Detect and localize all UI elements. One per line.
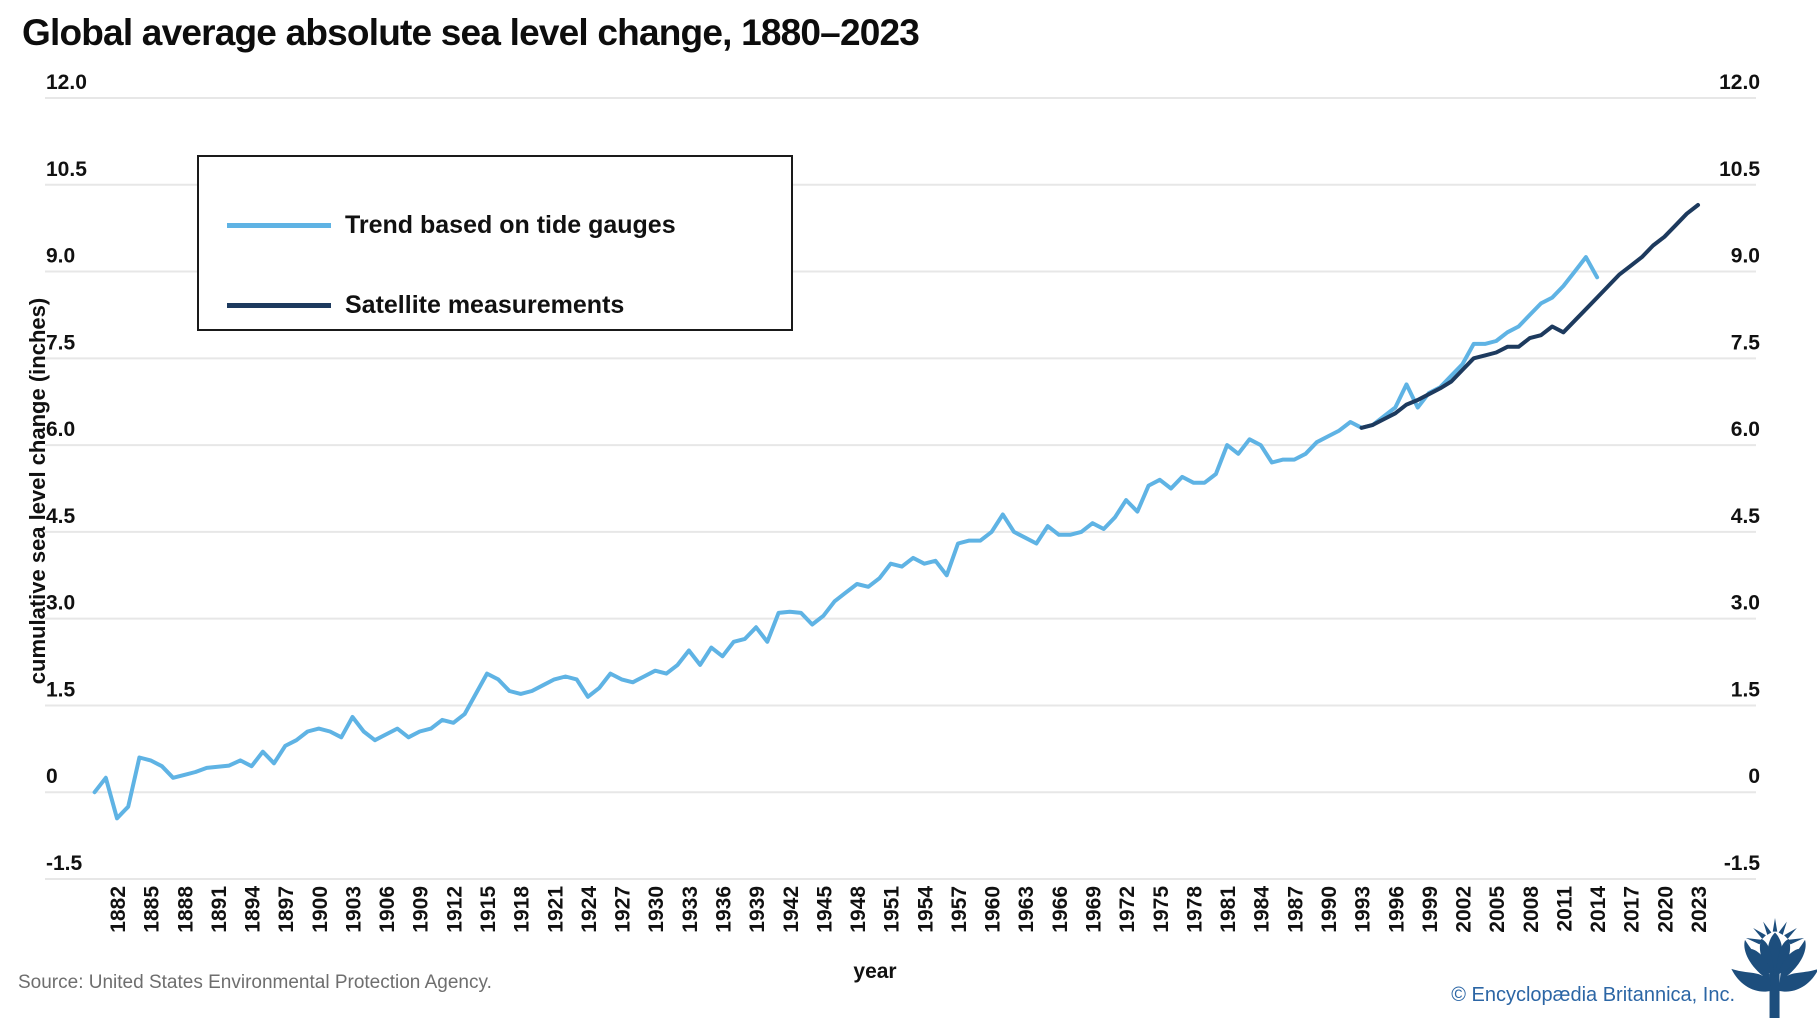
y-tick-label-right: 6.0 — [1731, 418, 1760, 441]
y-tick-label-left: -1.5 — [46, 852, 83, 875]
y-tick-label-left: 6.0 — [46, 418, 75, 441]
legend-item-tide-gauges: Trend based on tide gauges — [227, 210, 676, 239]
chart-title: Global average absolute sea level change… — [22, 12, 920, 53]
x-tick-label: 1891 — [208, 886, 231, 933]
x-tick-label: 1933 — [679, 886, 702, 933]
x-tick-label: 2020 — [1654, 886, 1677, 933]
x-tick-label: 1984 — [1251, 886, 1274, 933]
y-tick-label-right: 3.0 — [1731, 592, 1760, 615]
x-tick-label: 1924 — [578, 886, 601, 933]
x-tick-label: 1987 — [1284, 886, 1307, 933]
x-tick-label: 2008 — [1520, 886, 1543, 933]
satellite-series-line — [1359, 203, 1700, 430]
y-tick-label-right: 0 — [1748, 765, 1760, 788]
y-tick-label-right: 10.5 — [1719, 158, 1760, 181]
x-tick-label: 1951 — [881, 886, 904, 933]
x-tick-label: 1897 — [275, 886, 298, 933]
x-tick-label: 2005 — [1486, 886, 1509, 933]
x-tick-label: 1927 — [612, 886, 635, 933]
x-tick-label: 1894 — [242, 886, 265, 933]
x-tick-label: 1999 — [1419, 886, 1442, 933]
x-tick-label: 1936 — [712, 886, 735, 933]
y-tick-label-left: 10.5 — [46, 158, 87, 181]
source-text: Source: United States Environmental Prot… — [18, 972, 492, 993]
x-tick-label: 1969 — [1083, 886, 1106, 933]
x-tick-label: 2011 — [1553, 886, 1576, 932]
legend-label-satellite: Satellite measurements — [345, 290, 625, 319]
x-tick-label: 1909 — [410, 886, 433, 933]
y-tick-label-right: 4.5 — [1731, 505, 1761, 528]
x-tick-label: 1906 — [376, 886, 399, 933]
x-tick-label: 1900 — [309, 886, 332, 933]
x-tick-label: 1981 — [1217, 886, 1240, 933]
y-tick-label-right: 9.0 — [1731, 245, 1760, 268]
x-tick-label: 1945 — [813, 886, 836, 933]
x-tick-label: 2017 — [1621, 886, 1644, 933]
x-tick-label: 1966 — [1049, 886, 1072, 933]
satellite-line-swatch — [227, 302, 331, 308]
x-tick-label: 1996 — [1385, 886, 1408, 933]
britannica-logo — [1727, 918, 1817, 1018]
x-tick-label: 1939 — [746, 886, 769, 933]
x-axis-title: year — [853, 960, 897, 983]
y-axis-title: cumulative sea level change (inches) — [25, 297, 50, 685]
y-tick-label-right: -1.5 — [1724, 852, 1761, 875]
x-tick-label: 1912 — [443, 886, 466, 933]
x-tick-label: 1972 — [1116, 886, 1139, 933]
y-tick-label-left: 0 — [46, 765, 58, 788]
x-tick-label: 1903 — [342, 886, 365, 933]
x-tick-label: 1918 — [511, 886, 534, 933]
x-tick-label: 1948 — [847, 886, 870, 933]
legend-item-satellite: Satellite measurements — [227, 290, 625, 319]
y-tick-label-left: 9.0 — [46, 245, 75, 268]
x-tick-label: 1990 — [1318, 886, 1341, 933]
x-tick-label: 1960 — [982, 886, 1005, 933]
y-tick-label-left: 12.0 — [46, 71, 87, 94]
x-tick-label: 1882 — [107, 886, 130, 933]
x-tick-label: 1930 — [645, 886, 668, 933]
x-tick-label: 1915 — [477, 886, 500, 933]
y-tick-label-left: 3.0 — [46, 592, 75, 615]
legend-label-tide-gauges: Trend based on tide gauges — [345, 210, 676, 239]
tide-gauges-series-line — [92, 255, 1600, 821]
x-tick-label: 1993 — [1352, 886, 1375, 933]
y-tick-label-left: 1.5 — [46, 678, 76, 701]
x-tick-label: 1963 — [1015, 886, 1038, 933]
thistle-icon — [1731, 918, 1817, 1018]
credit-text: © Encyclopædia Britannica, Inc. — [1451, 984, 1735, 1006]
x-tick-label: 1957 — [948, 886, 971, 933]
x-tick-label: 2002 — [1453, 886, 1476, 933]
x-tick-label: 1942 — [780, 886, 803, 933]
x-tick-label: 1978 — [1183, 886, 1206, 933]
tide-gauges-line-swatch — [227, 222, 331, 228]
x-tick-label: 1921 — [544, 886, 567, 933]
x-tick-label: 1885 — [141, 886, 164, 933]
x-tick-label: 2014 — [1587, 886, 1610, 933]
x-tick-label: 2023 — [1688, 886, 1711, 933]
y-tick-label-right: 1.5 — [1731, 678, 1761, 701]
y-tick-label-right: 12.0 — [1719, 71, 1760, 94]
x-tick-label: 1954 — [914, 886, 937, 933]
y-tick-label-left: 7.5 — [46, 331, 76, 354]
y-tick-label-left: 4.5 — [46, 505, 76, 528]
x-tick-label: 1888 — [174, 886, 197, 933]
y-tick-label-right: 7.5 — [1731, 331, 1761, 354]
legend: Trend based on tide gauges Satellite mea… — [197, 155, 793, 331]
x-tick-label: 1975 — [1150, 886, 1173, 933]
